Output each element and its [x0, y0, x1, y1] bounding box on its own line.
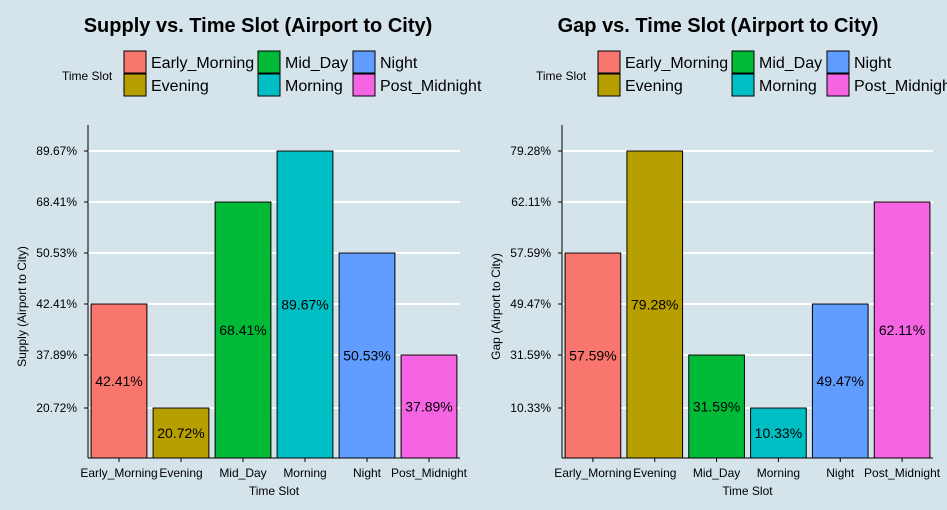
y-tick-label: 42.41%	[36, 297, 77, 311]
legend-key-swatch	[597, 73, 621, 97]
x-tick-label: Evening	[633, 466, 676, 480]
y-tick-label: 68.41%	[36, 195, 77, 209]
y-tick-label: 20.72%	[36, 401, 77, 415]
legend-key-swatch	[597, 50, 621, 74]
x-axis-title: Time Slot	[249, 484, 300, 498]
y-tick-label: 31.59%	[510, 348, 551, 362]
legend-key-swatch	[352, 50, 376, 74]
y-tick-label: 50.53%	[36, 246, 77, 260]
bar-data-label: 79.28%	[631, 297, 678, 313]
bar-mid-day	[688, 354, 745, 459]
chart-title: Gap vs. Time Slot (Airport to City)	[558, 15, 879, 37]
bar-night	[338, 252, 396, 459]
bar-data-label: 49.47%	[817, 373, 864, 389]
legend-key-swatch	[257, 50, 281, 74]
y-tick-label: 79.28%	[510, 144, 551, 158]
bar-evening	[626, 150, 684, 459]
x-tick-label: Night	[353, 466, 382, 480]
bar-data-label: 37.89%	[405, 399, 452, 415]
x-tick-label: Night	[826, 466, 855, 480]
x-tick-label: Morning	[283, 466, 326, 480]
legend-entry-label: Night	[380, 55, 418, 72]
x-tick-label: Early_Morning	[80, 466, 157, 480]
x-tick-label: Post_Midnight	[391, 466, 468, 480]
legend-entry-label: Morning	[759, 78, 817, 95]
legend-title: Time Slot	[62, 69, 113, 83]
legend-entry-label: Morning	[285, 78, 343, 95]
legend-key-swatch	[352, 73, 376, 97]
x-tick-label: Post_Midnight	[864, 466, 941, 480]
y-axis-title: Gap (Airport to City)	[489, 253, 503, 360]
y-tick-label: 89.67%	[36, 144, 77, 158]
x-tick-label: Mid_Day	[693, 466, 740, 480]
bar-data-label: 57.59%	[569, 348, 616, 364]
bar-post-midnight	[873, 201, 931, 459]
x-tick-label: Early_Morning	[554, 466, 631, 480]
x-tick-label: Mid_Day	[219, 466, 266, 480]
y-tick-label: 49.47%	[510, 297, 551, 311]
legend-entry-label: Early_Morning	[151, 55, 254, 72]
legend-entry-label: Mid_Day	[759, 55, 822, 72]
legend-entry-label: Post_Midnight	[380, 78, 482, 95]
legend-entry-label: Evening	[625, 78, 683, 95]
legend-key-swatch	[731, 73, 755, 97]
legend-key-swatch	[731, 50, 755, 74]
bar-data-label: 10.33%	[755, 425, 802, 441]
y-tick-label: 10.33%	[510, 401, 551, 415]
legend-key-swatch	[257, 73, 281, 97]
bar-data-label: 42.41%	[95, 373, 142, 389]
chart-title: Supply vs. Time Slot (Airport to City)	[84, 15, 433, 37]
bar-mid-day	[214, 201, 272, 459]
y-tick-label: 62.11%	[511, 195, 551, 209]
legend-key-swatch	[826, 73, 850, 97]
bar-early-morning	[90, 303, 148, 459]
bar-data-label: 68.41%	[219, 322, 266, 338]
bar-data-label: 62.11%	[879, 322, 925, 338]
bar-data-label: 20.72%	[157, 425, 204, 441]
legend-entry-label: Night	[854, 55, 892, 72]
legend-entry-label: Evening	[151, 78, 209, 95]
legend-key-swatch	[826, 50, 850, 74]
x-tick-label: Morning	[757, 466, 800, 480]
bar-data-label: 50.53%	[343, 348, 390, 364]
legend-key-swatch	[123, 73, 147, 97]
x-axis-title: Time Slot	[722, 484, 773, 498]
bar-early-morning	[564, 252, 622, 459]
y-tick-label: 37.89%	[36, 348, 77, 362]
bar-data-label: 89.67%	[281, 297, 328, 313]
bar-morning	[276, 150, 334, 459]
bar-morning	[750, 407, 807, 459]
bar-post-midnight	[400, 354, 458, 459]
y-tick-label: 57.59%	[510, 246, 551, 260]
legend-key-swatch	[123, 50, 147, 74]
legend-entry-label: Mid_Day	[285, 55, 348, 72]
x-tick-label: Evening	[159, 466, 202, 480]
legend-entry-label: Post_Midnight	[854, 78, 947, 95]
bar-data-label: 31.59%	[693, 399, 740, 415]
y-axis-title: Supply (Airport to City)	[15, 246, 29, 367]
legend-entry-label: Early_Morning	[625, 55, 728, 72]
legend-title: Time Slot	[536, 69, 587, 83]
